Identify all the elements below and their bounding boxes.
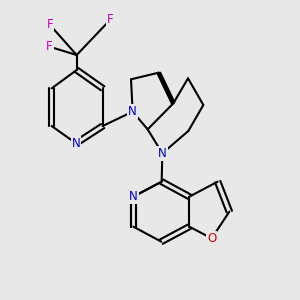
Text: F: F	[107, 14, 113, 26]
Text: F: F	[46, 40, 52, 53]
Text: O: O	[207, 232, 216, 245]
Text: F: F	[47, 19, 53, 32]
Text: N: N	[158, 147, 167, 160]
Text: N: N	[72, 137, 80, 150]
Text: N: N	[128, 105, 137, 118]
Text: N: N	[129, 190, 138, 203]
